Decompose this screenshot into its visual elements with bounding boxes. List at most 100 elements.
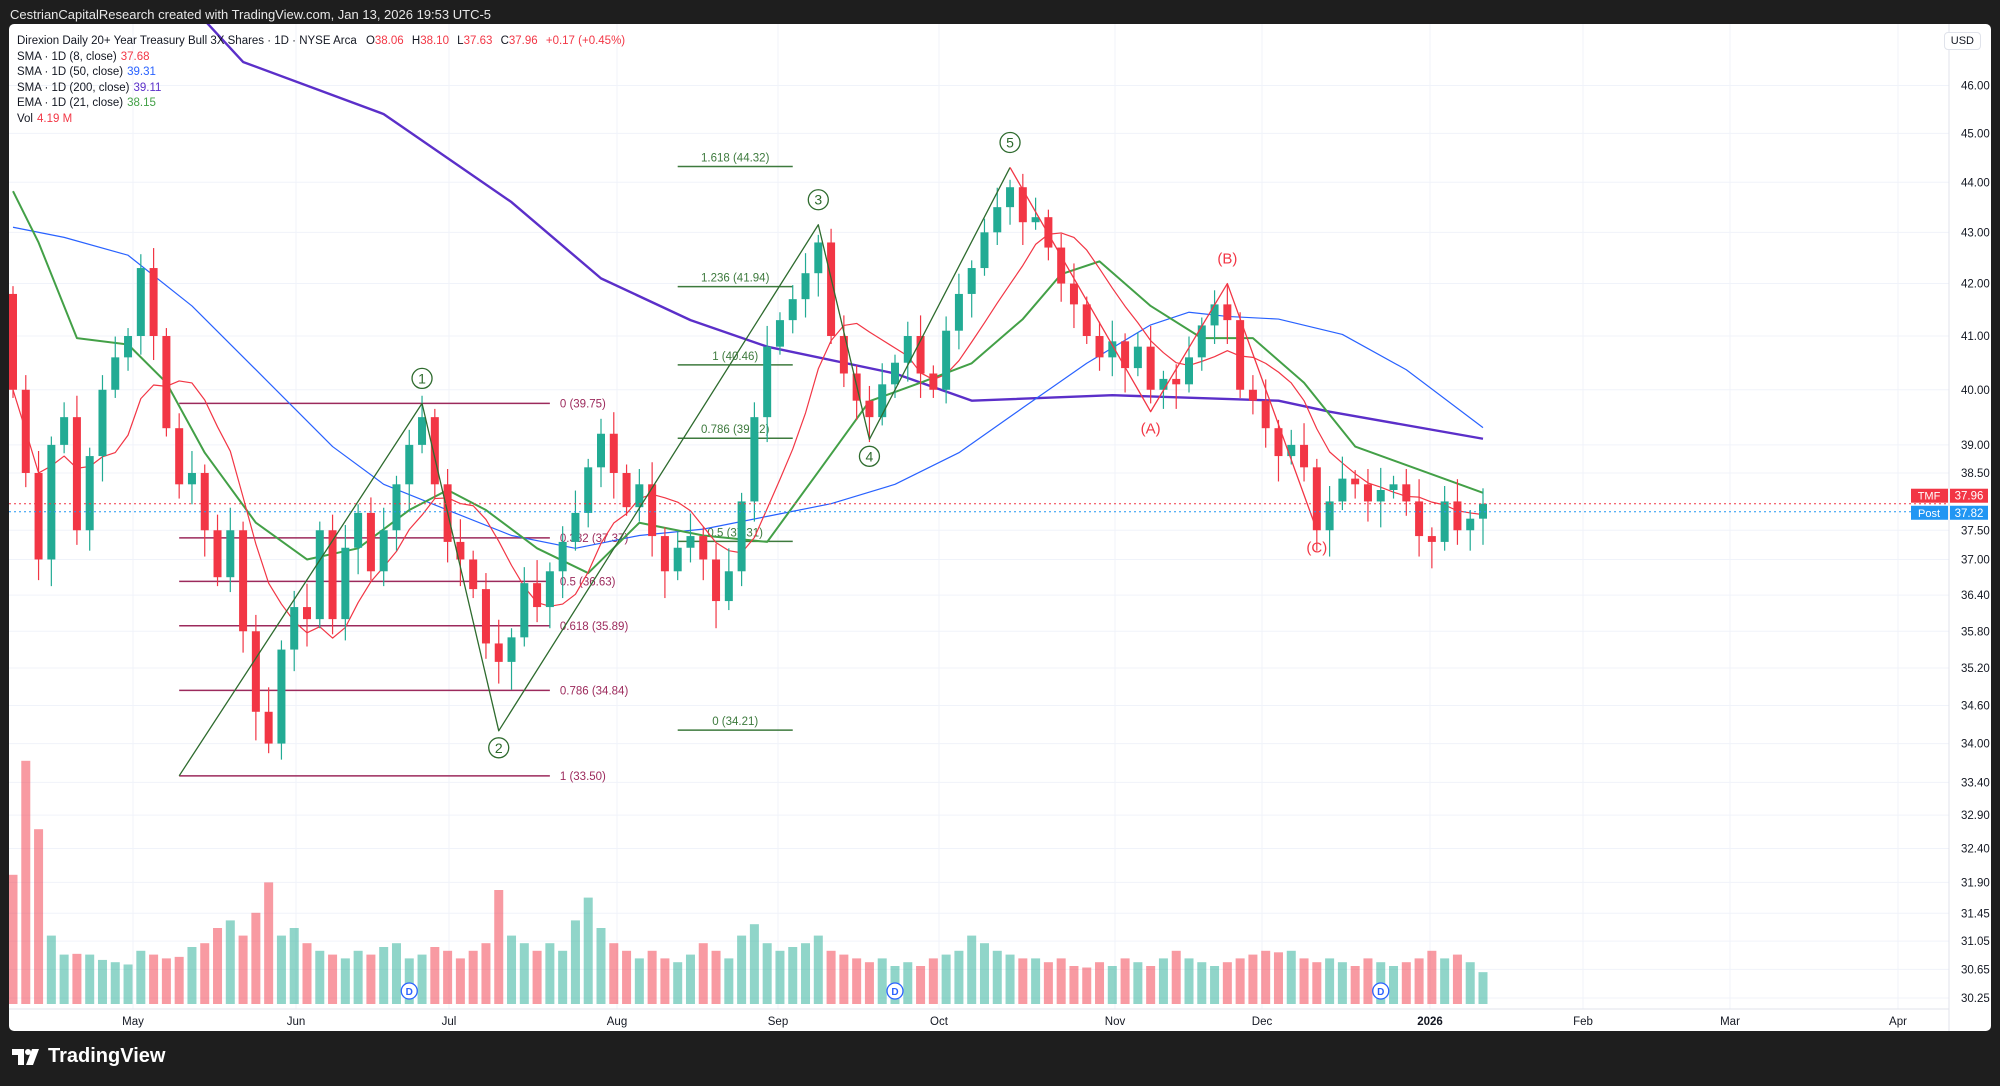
- brand-name: TradingView: [48, 1045, 166, 1067]
- volume-bar: [315, 950, 325, 1004]
- indicator-row[interactable]: SMA · 1D (50, close) 39.31: [17, 65, 625, 81]
- volume-bar: [225, 920, 235, 1004]
- candle-body: [775, 320, 784, 347]
- candle-body: [226, 530, 235, 578]
- volume-bar: [289, 928, 299, 1004]
- indicator-value: 38.15: [127, 97, 156, 110]
- volume-bar: [826, 950, 836, 1004]
- price-axis-tick: 41.00: [1961, 331, 1990, 343]
- time-axis-label: Nov: [1105, 1016, 1126, 1028]
- candle-body: [1069, 283, 1078, 305]
- indicator-row[interactable]: SMA · 1D (8, close) 37.68: [17, 50, 625, 66]
- volume-bar: [903, 962, 913, 1004]
- candle-body: [392, 484, 401, 531]
- ohlc-high-label: H: [411, 35, 421, 47]
- volume-bar: [1005, 954, 1015, 1004]
- candle-body: [1223, 304, 1232, 321]
- candle-body: [1363, 484, 1372, 502]
- volume-bar: [1082, 967, 1092, 1004]
- candle-body: [545, 571, 554, 608]
- volume-bar: [1286, 950, 1296, 1004]
- candle-body: [609, 433, 618, 473]
- symbol-name[interactable]: Direxion Daily 20+ Year Treasury Bull 3X…: [17, 35, 357, 47]
- volume-bar: [1056, 958, 1066, 1004]
- volume-bar: [801, 943, 811, 1004]
- chart-panel[interactable]: 46.00 45.00 44.00 43.00 42.00 41.00 40.00 39.00…: [9, 24, 1991, 1031]
- candle-body: [72, 417, 81, 531]
- price-chart[interactable]: 46.00 45.00 44.00 43.00 42.00 41.00 40.00 39.00…: [9, 24, 1991, 1031]
- fib-retracement-level-label: 0 (39.75): [560, 398, 606, 410]
- indicator-row[interactable]: SMA · 1D (200, close) 39.11: [17, 81, 625, 97]
- candle-body: [1389, 484, 1398, 490]
- volume-bar: [1452, 954, 1462, 1004]
- volume-bar: [1414, 958, 1424, 1004]
- corrective-wave-label: (A): [1141, 421, 1161, 438]
- volume-bar: [634, 958, 644, 1004]
- volume-bar: [1210, 966, 1220, 1004]
- time-axis-label: Oct: [930, 1016, 949, 1028]
- volume-bar: [136, 950, 146, 1004]
- candle-body: [520, 583, 529, 638]
- volume-bar: [698, 943, 708, 1004]
- indicator-label: Vol: [17, 112, 33, 125]
- fib-retracement-level-label: 0.618 (35.89): [560, 621, 629, 633]
- volume-bar: [545, 943, 555, 1004]
- impulse-wave-label-circle: [999, 131, 1021, 154]
- volume-bar: [1171, 950, 1181, 1004]
- volume-bar: [1337, 962, 1347, 1004]
- ohlc-low-label: L: [457, 35, 464, 47]
- candle-body: [187, 472, 196, 485]
- candle-body: [1287, 444, 1296, 457]
- candle-body: [1274, 428, 1283, 457]
- volume-bar: [685, 954, 695, 1004]
- candle-body: [1376, 489, 1385, 502]
- price-axis-tick: 35.20: [1961, 663, 1990, 675]
- fib-retracement-level-label: 1 (33.50): [560, 771, 606, 783]
- candle-body: [648, 484, 657, 537]
- currency-button[interactable]: USD: [1943, 32, 1981, 50]
- candle-body: [724, 571, 733, 602]
- volume-bar: [21, 760, 31, 1004]
- candle-body: [929, 373, 938, 390]
- candle-body: [814, 242, 823, 274]
- time-axis-label: Mar: [1720, 1016, 1740, 1028]
- volume-bar: [1043, 962, 1053, 1004]
- price-axis-tick: 30.65: [1961, 964, 1990, 976]
- price-axis-tick: 31.05: [1961, 936, 1990, 948]
- fib-retracement-level-label: 0.786 (34.84): [560, 685, 629, 697]
- candle-body: [801, 273, 810, 300]
- tradingview-logo[interactable]: TradingView: [12, 1045, 165, 1068]
- volume-bar: [1261, 950, 1271, 1004]
- candle-body: [891, 362, 899, 385]
- volume-bar: [724, 958, 734, 1004]
- candle-body: [175, 428, 184, 485]
- indicator-row[interactable]: Vol 4.19 M: [17, 112, 625, 128]
- indicator-value: 39.11: [133, 81, 162, 94]
- volume-bar: [916, 966, 926, 1004]
- volume-bar: [519, 943, 529, 1004]
- price-axis-tick: 31.90: [1961, 877, 1990, 889]
- candle-body: [379, 530, 388, 572]
- volume-bar: [9, 874, 18, 1004]
- candle-body: [469, 559, 478, 590]
- volume-bar: [1018, 958, 1028, 1004]
- time-axis-label: 2026: [1417, 1016, 1443, 1028]
- price-tag-value: 37.82: [1955, 508, 1984, 520]
- indicator-row[interactable]: EMA · 1D (21, close) 38.15: [17, 96, 625, 112]
- candle-body: [1031, 217, 1040, 223]
- candle-body: [213, 530, 222, 578]
- candle-body: [1057, 247, 1066, 284]
- candle-body: [993, 207, 1002, 233]
- volume-bar: [1273, 952, 1283, 1004]
- volume-bar: [1197, 962, 1207, 1004]
- candle-body: [1351, 478, 1360, 485]
- candle-body: [34, 472, 43, 560]
- candle-body: [162, 336, 171, 429]
- impulse-wave-label: 5: [1006, 134, 1014, 150]
- impulse-wave-label-circle: [807, 189, 829, 211]
- volume-bar: [762, 943, 772, 1004]
- impulse-wave-label-circle: [858, 445, 881, 467]
- price-tag-value-bg: [1950, 505, 1988, 520]
- volume-bar: [59, 954, 69, 1004]
- volume-bar: [340, 958, 350, 1004]
